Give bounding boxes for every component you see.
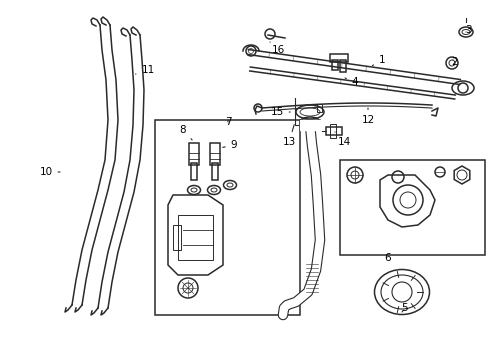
Text: 8: 8 (180, 125, 192, 140)
Bar (173, 225, 181, 250)
Text: 14: 14 (335, 132, 351, 147)
Text: 12: 12 (361, 108, 375, 125)
Bar (178, 215, 213, 260)
Bar (332, 60, 338, 70)
Text: 9: 9 (223, 140, 237, 150)
Bar (155, 120, 300, 315)
Bar (326, 127, 342, 135)
Bar (189, 143, 199, 165)
Bar (191, 163, 197, 180)
Text: 6: 6 (385, 253, 392, 263)
Text: 1: 1 (372, 55, 385, 66)
Bar (340, 160, 485, 255)
Bar (212, 163, 218, 180)
Bar (340, 60, 346, 72)
Text: 3: 3 (465, 25, 471, 35)
Text: 7: 7 (225, 117, 231, 127)
Bar (300, 120, 320, 130)
Text: 2: 2 (452, 57, 458, 67)
Bar (300, 120, 320, 130)
Text: 13: 13 (282, 125, 295, 147)
Bar (210, 143, 220, 165)
Text: 10: 10 (39, 167, 60, 177)
Text: 5: 5 (402, 303, 408, 313)
Bar (317, 104, 322, 112)
Text: 15: 15 (270, 107, 290, 117)
Text: 11: 11 (136, 65, 155, 75)
Text: 4: 4 (345, 77, 358, 87)
Bar (330, 54, 348, 62)
Bar (330, 124, 336, 138)
Text: 16: 16 (270, 42, 285, 55)
